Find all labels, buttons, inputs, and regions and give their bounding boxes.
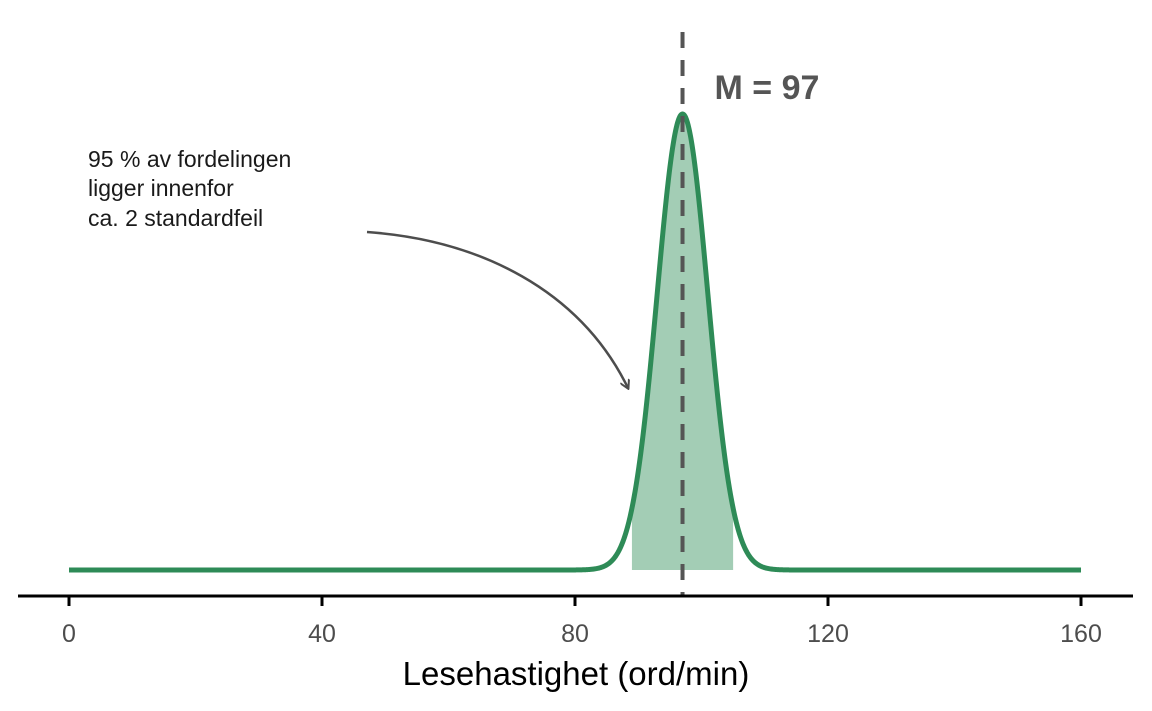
annotation-line-1: 95 % av fordelingen (88, 146, 291, 172)
density-curve (67, 111, 1083, 573)
x-axis-title: Lesehastighet (ord/min) (403, 655, 750, 692)
x-tick-label: 120 (807, 620, 849, 648)
x-tick-label: 40 (308, 620, 336, 648)
mean-label: M = 97 (715, 69, 820, 107)
annotation-arrow (366, 230, 628, 388)
x-axis-ticks: 0 40 80 120 160 (62, 596, 1102, 648)
x-tick-label: 0 (62, 620, 76, 648)
x-tick-label: 160 (1060, 620, 1102, 648)
annotation-text: 95 % av fordelingen ligger innenfor ca. … (88, 146, 291, 231)
annotation-line-2: ligger innenfor (88, 175, 234, 201)
x-tick-label: 80 (561, 620, 589, 648)
annotation-line-3: ca. 2 standardfeil (88, 205, 263, 231)
